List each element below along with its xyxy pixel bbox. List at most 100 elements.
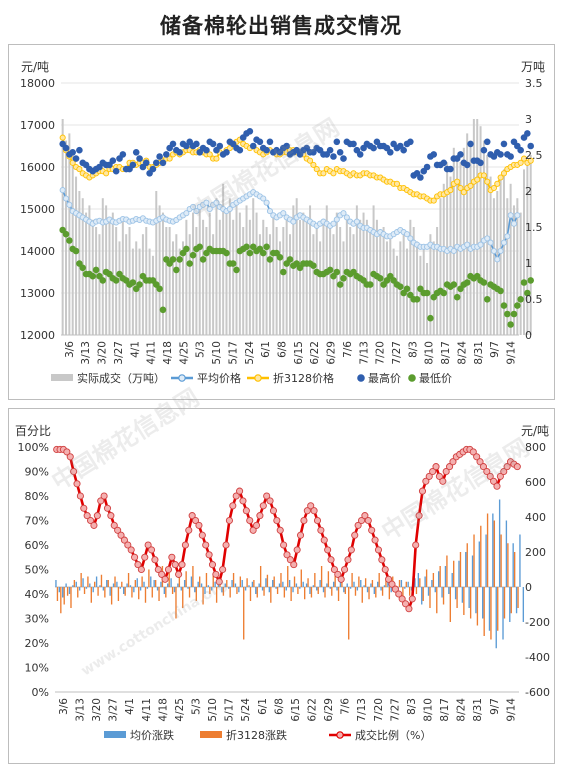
- avg-change-bar: [366, 587, 369, 593]
- p3128-change-bar: [466, 543, 468, 587]
- x-tick-label: 9/7: [489, 698, 501, 715]
- low-price-point: [286, 256, 294, 263]
- avg-change-bar: [522, 587, 525, 622]
- high-price-point: [62, 144, 70, 152]
- avg-price-point: [203, 199, 210, 206]
- p3128-change-bar: [425, 569, 428, 587]
- ratio-point: [97, 497, 105, 505]
- p3128-change-bar: [351, 573, 353, 587]
- high-price-point: [517, 146, 524, 154]
- volume-bar: [95, 227, 98, 335]
- x-tick-label: 4/18: [157, 698, 169, 722]
- p3128-change-bar: [287, 566, 289, 587]
- legend-swatch: [104, 731, 126, 738]
- avg-change-bar: [502, 587, 504, 640]
- high-price-point: [283, 142, 290, 150]
- low-price-point: [503, 310, 511, 318]
- ratio-point: [259, 502, 267, 510]
- y-left-tick-label: 10%: [25, 662, 49, 675]
- volume-bar: [285, 219, 288, 335]
- p3128-change-bar: [480, 525, 482, 587]
- ratio-point: [141, 553, 149, 561]
- p3128-change-bar: [246, 578, 248, 587]
- ratio-point: [249, 526, 257, 534]
- ratio-point: [493, 482, 501, 490]
- ratio-point: [513, 463, 521, 471]
- volume-bar: [288, 234, 292, 335]
- avg-change-bar: [92, 587, 94, 593]
- p3128-change-bar: [473, 534, 475, 587]
- avg-change-bar: [404, 587, 406, 589]
- volume-bar: [101, 198, 104, 335]
- avg-price-point: [477, 241, 484, 248]
- ratio-point: [307, 502, 315, 510]
- avg-change-bar: [407, 581, 409, 587]
- x-tick-label: 8/31: [472, 698, 484, 722]
- avg-change-bar: [119, 587, 121, 589]
- x-tick-label: 8/24: [456, 341, 468, 365]
- x-tick-label: 8/10: [423, 698, 435, 722]
- ratio-point: [114, 526, 122, 534]
- y-left-tick-label: 30%: [25, 613, 49, 626]
- y-right-tick-label: 0: [525, 581, 532, 594]
- p3128-change-bar: [212, 574, 214, 587]
- volume-bar: [185, 219, 188, 335]
- avg-change-bar: [417, 573, 420, 587]
- avg-change-bar: [312, 585, 315, 587]
- ratio-point: [269, 507, 278, 515]
- ratio-point: [296, 531, 305, 539]
- avg-change-bar: [498, 499, 501, 587]
- avg-change-bar: [231, 580, 233, 587]
- legend-label: 折3128价格: [273, 371, 334, 385]
- volume-bar: [275, 227, 278, 335]
- change-ratio-chart-svg: 0% 10% 20% 30% 40% 50% 60% 70% 80% 90% 100% -600 -40…: [15, 424, 550, 742]
- volume-bar: [188, 234, 191, 335]
- avg-change-bar: [99, 585, 101, 587]
- avg-change-bar: [85, 587, 88, 589]
- ratio-point: [439, 477, 447, 485]
- ratio-point: [313, 516, 322, 525]
- low-price-point: [483, 296, 491, 303]
- high-price-point: [524, 130, 531, 137]
- volume-bar: [75, 176, 78, 335]
- volume-bar: [506, 198, 509, 335]
- avg-change-bar: [265, 578, 267, 587]
- ratio-point: [401, 600, 410, 608]
- price-3128-point: [103, 170, 110, 177]
- avg-change-bar: [126, 583, 128, 587]
- ratio-point: [320, 536, 328, 544]
- p3128-change-bar: [239, 576, 242, 587]
- p3128-change-bar: [368, 587, 370, 600]
- ratio-point: [391, 585, 399, 593]
- y-left-tick-label: 14000: [20, 245, 55, 258]
- high-price-point: [350, 140, 357, 148]
- ratio-point: [252, 521, 261, 529]
- ratio-point: [202, 541, 210, 549]
- ratio-point: [158, 570, 166, 578]
- volume-bar: [389, 234, 392, 335]
- avg-price-point: [497, 247, 504, 255]
- avg-price-point: [504, 233, 511, 240]
- avg-change-bar: [299, 587, 301, 589]
- avg-change-bar: [248, 585, 250, 587]
- ratio-point: [429, 467, 437, 476]
- volume-bar: [496, 191, 499, 335]
- low-price-point: [403, 285, 411, 293]
- x-tick-label: 8/17: [440, 341, 452, 365]
- avg-change-bar: [431, 580, 433, 587]
- y-left-tick-label: 18000: [20, 77, 55, 90]
- y-right-tick-label: 2.5: [525, 149, 543, 162]
- volume-bar: [118, 241, 121, 335]
- p3128-change-bar: [398, 580, 401, 587]
- ratio-point: [490, 477, 498, 485]
- ratio-point: [449, 458, 457, 466]
- avg-change-bar: [302, 581, 304, 587]
- p3128-change-bar: [293, 576, 296, 587]
- x-tick-label: 5/24: [240, 698, 252, 722]
- avg-change-bar: [515, 587, 518, 614]
- high-price-point: [169, 140, 177, 148]
- avg-change-bar: [275, 587, 277, 589]
- low-price-point: [99, 277, 107, 284]
- avg-price-point: [333, 216, 340, 223]
- volume-bar: [65, 140, 68, 335]
